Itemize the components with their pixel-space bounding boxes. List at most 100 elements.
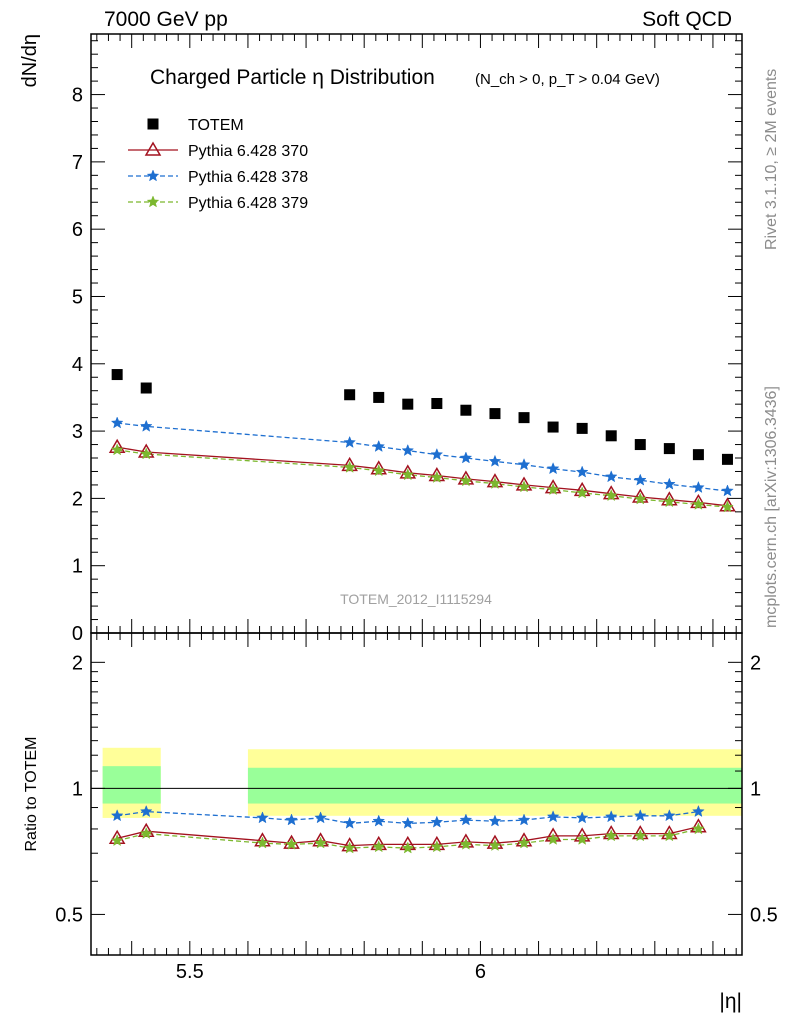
point-pythia-6-428-378 [546, 462, 560, 475]
header-right: Soft QCD [642, 8, 732, 31]
ratio-band-green-0 [102, 766, 161, 804]
point-pythia-6-428-379 [721, 500, 734, 513]
point-pythia-6-428-379 [488, 476, 502, 489]
chart-title: Charged Particle η Distribution [150, 66, 435, 89]
main-y-tick-label: 5 [72, 286, 83, 308]
legend-label-pythia-6-428-370: Pythia 6.428 370 [188, 143, 308, 160]
point-pythia-6-428-378 [401, 443, 415, 457]
ratio-plot-frame [90, 632, 743, 956]
point-pythia-6-428-379 [401, 468, 415, 481]
point-ratio-pythia-6-428-378 [343, 816, 357, 829]
point-pythia-6-428-378 [110, 416, 124, 429]
point-ratio-pythia-6-428-379 [430, 840, 444, 853]
point-pythia-6-428-379 [110, 443, 124, 456]
point-pythia-6-428-378 [517, 458, 531, 471]
point-pythia-6-428-378 [459, 451, 473, 464]
point-totem [547, 421, 559, 433]
point-pythia-6-428-370 [428, 467, 446, 482]
series-line-pythia-6-428-379 [117, 449, 728, 508]
point-ratio-pythia-6-428-379 [604, 829, 618, 842]
point-pythia-6-428-379 [546, 482, 560, 496]
ratio-y-tick-label-right: 1 [750, 778, 761, 800]
legend-marker-pythia-6-428-379 [146, 195, 160, 208]
point-ratio-pythia-6-428-379 [662, 829, 676, 842]
point-pythia-6-428-370 [137, 443, 155, 458]
main-y-tick-label: 8 [72, 85, 83, 107]
point-ratio-pythia-6-428-379 [459, 837, 473, 850]
point-pythia-6-428-370 [544, 479, 562, 494]
point-ratio-pythia-6-428-379 [633, 829, 647, 842]
point-totem [663, 443, 675, 455]
point-ratio-pythia-6-428-379 [546, 832, 560, 845]
ratio-y-tick-label: 0.5 [55, 904, 83, 926]
point-pythia-6-428-379 [604, 489, 618, 502]
point-ratio-pythia-6-428-378 [692, 804, 705, 818]
point-totem [692, 449, 704, 461]
point-ratio-pythia-6-428-379 [285, 837, 298, 850]
point-ratio-pythia-6-428-378 [401, 816, 415, 829]
point-pythia-6-428-370 [631, 488, 649, 503]
legend-marker-pythia-6-428-378 [146, 169, 160, 182]
point-totem [634, 439, 646, 451]
point-pythia-6-428-378 [633, 473, 647, 486]
point-ratio-pythia-6-428-378 [110, 809, 124, 822]
point-ratio-pythia-6-428-378 [430, 815, 444, 828]
main-y-tick-label: 1 [72, 556, 83, 578]
point-pythia-6-428-370 [661, 491, 678, 506]
legend-label-pythia-6-428-379: Pythia 6.428 379 [188, 195, 308, 212]
chart-text: 0 1 2 3 4 5 6 7 8 5.5 6 0.5 0.5 1 1 2 2 dN/dη Ratio to TOT… [19, 34, 778, 1013]
point-pythia-6-428-378 [575, 465, 589, 478]
point-ratio-pythia-6-428-378 [372, 814, 386, 827]
header-left: 7000 GeV pp [104, 8, 228, 31]
point-totem [402, 398, 414, 410]
point-totem [721, 453, 733, 465]
point-pythia-6-428-379 [372, 464, 386, 477]
point-pythia-6-428-379 [633, 492, 647, 505]
legend-label-totem: TOTEM [188, 117, 244, 134]
point-pythia-6-428-379 [662, 495, 676, 508]
point-totem [344, 389, 356, 401]
point-ratio-pythia-6-428-379 [343, 841, 357, 854]
point-pythia-6-428-378 [721, 484, 734, 497]
point-ratio-pythia-6-428-379 [314, 836, 327, 849]
point-ratio-pythia-6-428-378 [517, 813, 531, 826]
point-totem [460, 404, 472, 416]
point-ratio-pythia-6-428-378 [488, 814, 502, 827]
point-totem [489, 408, 501, 420]
point-totem [431, 397, 443, 409]
legend-label-pythia-6-428-378: Pythia 6.428 378 [188, 169, 308, 186]
legend-marker-pythia-6-428-370 [144, 141, 162, 156]
point-ratio-pythia-6-428-378 [604, 810, 618, 823]
point-pythia-6-428-378 [488, 454, 502, 467]
point-ratio-pythia-6-428-379 [256, 836, 269, 849]
point-ratio-pythia-6-428-378 [459, 813, 473, 826]
point-pythia-6-428-378 [430, 447, 444, 461]
ratio-band-green-1 [247, 767, 742, 804]
main-y-tick-label: 3 [72, 421, 83, 443]
x-tick-label: 5.5 [176, 961, 204, 983]
point-pythia-6-428-379 [459, 474, 473, 487]
point-ratio-pythia-6-428-378 [546, 810, 560, 823]
point-ratio-pythia-6-428-378 [633, 809, 647, 822]
point-pythia-6-428-378 [139, 419, 153, 432]
point-ratio-pythia-6-428-379 [692, 822, 705, 835]
point-ratio-pythia-6-428-379 [575, 832, 589, 845]
point-ratio-pythia-6-428-379 [139, 826, 153, 839]
ratio-y-axis-label: Ratio to TOTEM [23, 737, 40, 852]
point-pythia-6-428-379 [517, 480, 531, 493]
point-ratio-pythia-6-428-378 [256, 811, 269, 824]
point-pythia-6-428-378 [604, 470, 618, 483]
point-ratio-pythia-6-428-378 [285, 813, 298, 826]
point-ratio-pythia-6-428-379 [488, 838, 502, 852]
point-pythia-6-428-370 [341, 456, 358, 472]
point-ratio-pythia-6-428-378 [662, 809, 676, 822]
main-y-tick-label: 0 [72, 623, 83, 645]
point-pythia-6-428-379 [692, 497, 705, 510]
point-ratio-pythia-6-428-378 [575, 811, 589, 824]
series-line-pythia-6-428-370 [117, 446, 728, 507]
point-ratio-pythia-6-428-379 [517, 836, 531, 849]
point-ratio-pythia-6-428-378 [139, 804, 153, 818]
point-ratio-pythia-6-428-379 [372, 840, 386, 853]
x-axis-label: |η| [719, 990, 742, 1013]
